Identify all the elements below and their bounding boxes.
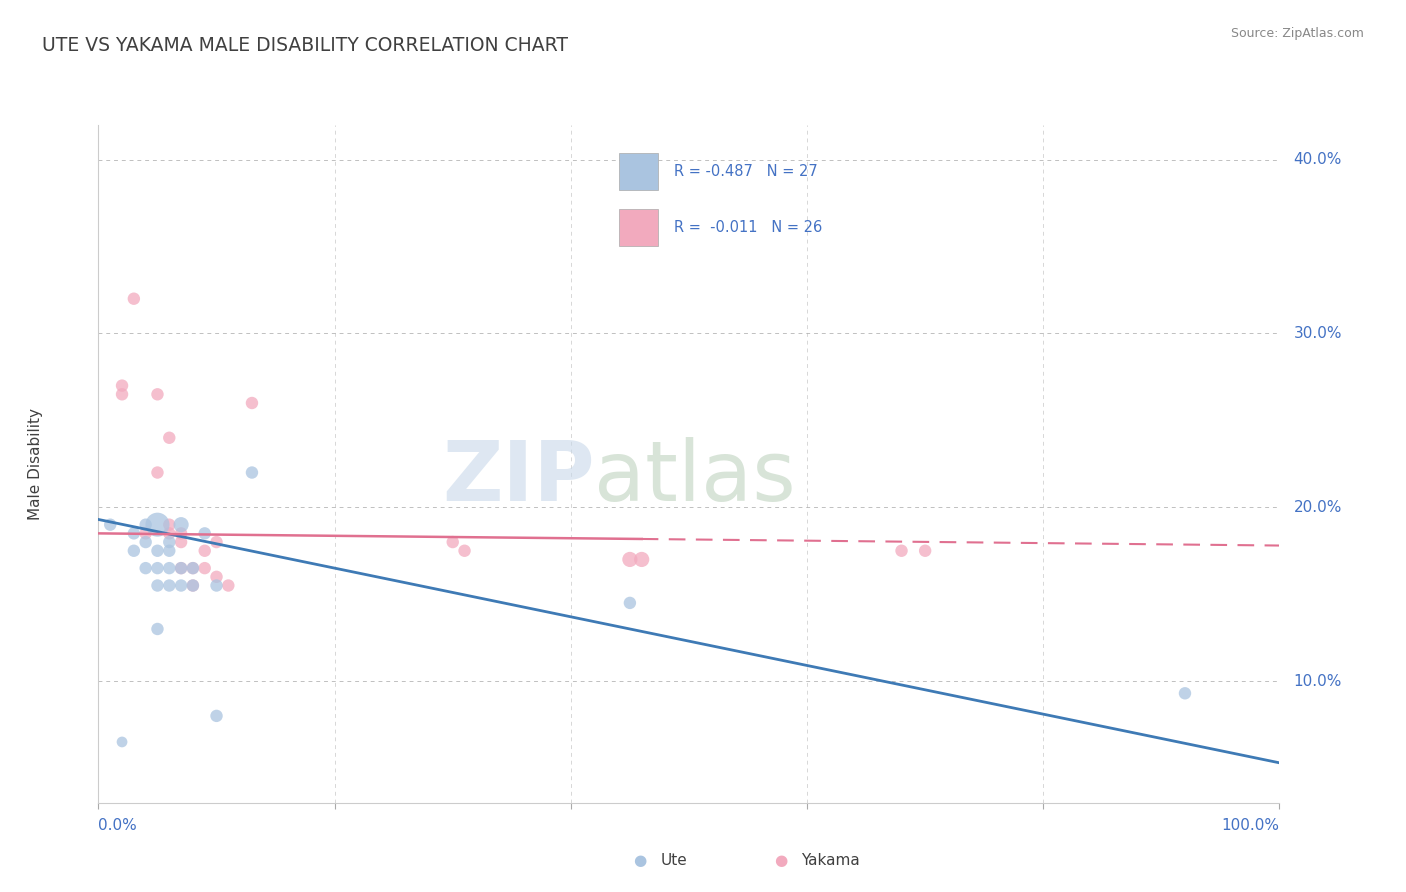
Point xyxy=(135,517,157,532)
Text: 10.0%: 10.0% xyxy=(1294,673,1341,689)
Point xyxy=(1174,686,1197,700)
Point xyxy=(157,578,180,592)
Point xyxy=(914,543,936,558)
Point xyxy=(181,578,204,592)
Point xyxy=(122,543,145,558)
Point xyxy=(205,535,228,549)
Point xyxy=(157,431,180,445)
Text: Male Disability: Male Disability xyxy=(28,408,42,520)
Point xyxy=(146,517,169,532)
Point xyxy=(135,526,157,541)
Point xyxy=(135,561,157,575)
Point xyxy=(630,552,652,566)
Point xyxy=(890,543,912,558)
Point xyxy=(170,578,193,592)
Point xyxy=(146,561,169,575)
Point xyxy=(181,561,204,575)
Point xyxy=(122,292,145,306)
Text: 40.0%: 40.0% xyxy=(1294,153,1341,167)
Text: Yakama: Yakama xyxy=(801,854,860,868)
Text: Source: ZipAtlas.com: Source: ZipAtlas.com xyxy=(1230,27,1364,40)
Point xyxy=(157,561,180,575)
Point xyxy=(170,561,193,575)
Text: ●: ● xyxy=(633,854,647,868)
Point xyxy=(453,543,475,558)
Point xyxy=(240,466,263,480)
Text: 30.0%: 30.0% xyxy=(1294,326,1341,341)
Point xyxy=(205,578,228,592)
Text: ●: ● xyxy=(773,854,787,868)
Point xyxy=(146,578,169,592)
Point xyxy=(157,535,180,549)
Point xyxy=(170,517,193,532)
Point xyxy=(619,552,641,566)
Point xyxy=(181,561,204,575)
Point xyxy=(146,622,169,636)
Point xyxy=(98,517,121,532)
Text: 0.0%: 0.0% xyxy=(98,818,138,832)
Point xyxy=(146,543,169,558)
Text: UTE VS YAKAMA MALE DISABILITY CORRELATION CHART: UTE VS YAKAMA MALE DISABILITY CORRELATIO… xyxy=(42,36,568,54)
Point xyxy=(240,396,263,410)
Point xyxy=(157,543,180,558)
Point xyxy=(111,378,134,392)
Text: 100.0%: 100.0% xyxy=(1222,818,1279,832)
Point xyxy=(217,578,239,592)
Point xyxy=(146,466,169,480)
Text: atlas: atlas xyxy=(595,437,796,518)
Text: 20.0%: 20.0% xyxy=(1294,500,1341,515)
Point xyxy=(135,535,157,549)
Point xyxy=(111,387,134,401)
Text: Ute: Ute xyxy=(661,854,688,868)
Point xyxy=(205,709,228,723)
Point xyxy=(170,561,193,575)
Point xyxy=(205,570,228,584)
Point xyxy=(181,578,204,592)
Point xyxy=(157,517,180,532)
Point xyxy=(194,561,217,575)
Text: ZIP: ZIP xyxy=(441,437,595,518)
Point xyxy=(170,526,193,541)
Point xyxy=(441,535,464,549)
Point xyxy=(111,735,134,749)
Point xyxy=(157,526,180,541)
Point xyxy=(146,387,169,401)
Point xyxy=(619,596,641,610)
Point xyxy=(194,526,217,541)
Point xyxy=(170,535,193,549)
Point xyxy=(194,543,217,558)
Point xyxy=(122,526,145,541)
